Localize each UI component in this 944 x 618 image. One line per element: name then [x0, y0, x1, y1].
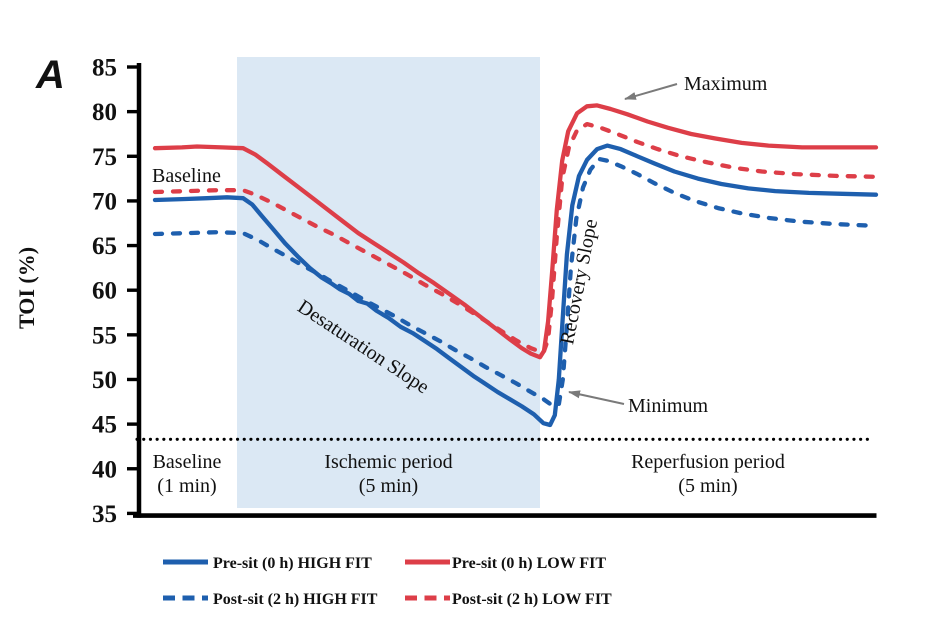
- period-duration: (5 min): [678, 475, 737, 497]
- y-tick-label: 55: [92, 322, 117, 349]
- maximum-note: Maximum: [684, 73, 768, 95]
- series-line-post-sit-2-h-low-fit: [152, 121, 879, 355]
- period-duration: (1 min): [157, 475, 216, 497]
- ischemic-shaded-band: [237, 57, 540, 508]
- legend-label: Pre-sit (0 h) LOW FIT: [452, 555, 606, 572]
- y-tick-label: 65: [92, 233, 117, 260]
- maximum-arrow: [624, 83, 678, 100]
- legend-label: Post-sit (2 h) LOW FIT: [452, 591, 612, 608]
- minimum-arrow: [568, 390, 625, 405]
- legend: Pre-sit (0 h) HIGH FIT Pre-sit (0 h) LOW …: [163, 555, 612, 608]
- baseline-note: Baseline: [152, 165, 221, 187]
- y-tick-label: 80: [92, 99, 117, 126]
- period-duration: (5 min): [359, 475, 418, 497]
- y-tick-label: 70: [92, 188, 117, 215]
- y-axis-tick-labels: 85 80 75 70 65 60 55 50 45 40 35: [92, 55, 117, 528]
- ischemic-band-rect: [237, 57, 540, 508]
- period-label: Reperfusion period: [631, 451, 785, 473]
- legend-label: Pre-sit (0 h) HIGH FIT: [213, 555, 372, 572]
- y-tick-label: 85: [92, 55, 117, 82]
- series-line-pre-sit-0-h-high-fit: [152, 143, 879, 428]
- y-axis-title: TOI (%): [14, 247, 39, 329]
- legend-label: Post-sit (2 h) HIGH FIT: [213, 591, 378, 608]
- y-tick-label: 50: [92, 367, 117, 394]
- y-tick-label: 60: [92, 278, 117, 305]
- period-labels: Baseline(1 min)Ischemic period(5 min)Rep…: [153, 451, 785, 497]
- series-line-pre-sit-0-h-low-fit: [152, 103, 879, 360]
- y-axis-ticks: [127, 65, 140, 516]
- minimum-note: Minimum: [628, 395, 708, 417]
- series-lines: [152, 103, 879, 428]
- axes: 85 80 75 70 65 60 55 50 45 40 35: [92, 55, 877, 528]
- y-tick-label: 45: [92, 412, 117, 439]
- period-label: Baseline: [153, 451, 222, 473]
- y-tick-label: 75: [92, 144, 117, 171]
- panel-label: A: [35, 53, 65, 97]
- y-tick-label: 35: [92, 501, 117, 528]
- period-label: Ischemic period: [324, 451, 452, 473]
- y-tick-label: 40: [92, 456, 117, 483]
